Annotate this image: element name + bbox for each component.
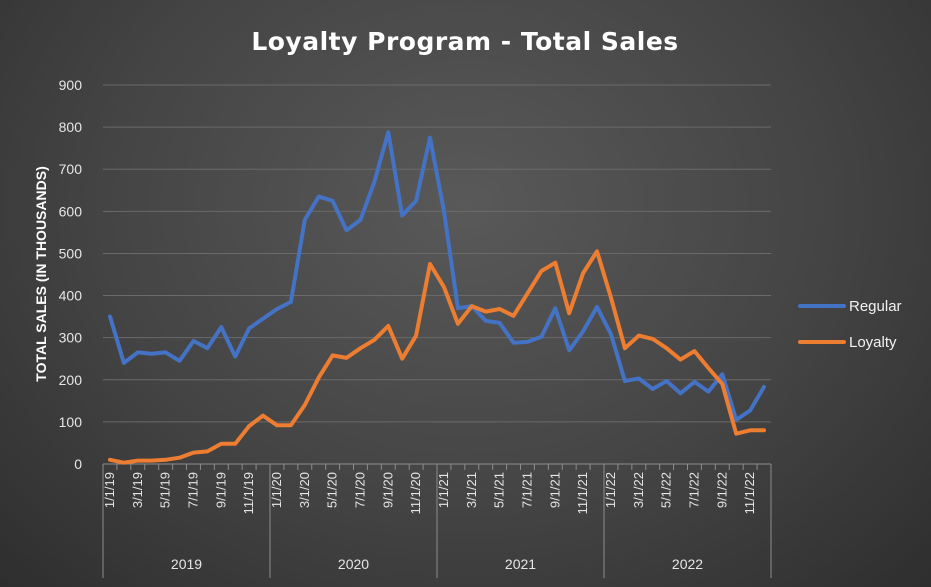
y-tick-label: 900 <box>59 77 83 93</box>
y-tick-label: 700 <box>59 161 83 177</box>
x-tick-label: 11/1/19 <box>241 472 256 514</box>
y-tick-label: 100 <box>59 414 83 430</box>
x-tick-label: 5/1/21 <box>492 472 507 508</box>
x-tick-label: 5/1/22 <box>659 472 674 508</box>
y-tick-label: 500 <box>59 245 83 261</box>
y-tick-label: 600 <box>59 203 83 219</box>
x-tick-label: 11/1/22 <box>742 472 757 514</box>
legend-label-loyalty: Loyalty <box>849 334 897 351</box>
x-tick-label: 9/1/19 <box>213 472 228 508</box>
year-group-label: 2020 <box>338 556 369 572</box>
x-tick-label: 1/1/20 <box>269 472 284 508</box>
x-tick-label: 7/1/22 <box>686 472 701 508</box>
x-tick-label: 9/1/21 <box>547 472 562 508</box>
x-tick-label: 11/1/20 <box>408 472 423 514</box>
chart-title: Loyalty Program - Total Sales <box>251 27 678 56</box>
x-tick-label: 5/1/20 <box>325 472 340 508</box>
year-group-label: 2019 <box>171 556 202 572</box>
x-tick-label: 3/1/19 <box>130 472 145 508</box>
x-tick-label: 1/1/22 <box>603 472 618 508</box>
x-tick-label: 7/1/19 <box>185 472 200 508</box>
y-tick-label: 400 <box>59 288 83 304</box>
y-axis-ticks: 0 100 200 300 400 500 600 700 800 900 <box>59 77 83 472</box>
x-tick-label: 7/1/21 <box>519 472 534 508</box>
x-tick-label: 1/1/19 <box>102 472 117 508</box>
x-tick-label: 3/1/22 <box>631 472 646 508</box>
y-tick-label: 800 <box>59 119 83 135</box>
y-tick-label: 300 <box>59 330 83 346</box>
x-tick-label: 11/1/21 <box>575 472 590 514</box>
series-line-regular <box>108 130 766 422</box>
y-tick-label: 200 <box>59 372 83 388</box>
x-axis: 1/1/19 3/1/19 5/1/19 7/1/19 9/1/19 11/1/19 1/1… <box>102 464 772 578</box>
series-line-loyalty <box>108 249 766 465</box>
series-lines <box>108 130 766 465</box>
x-tick-label: 3/1/21 <box>464 472 479 508</box>
legend-label-regular: Regular <box>849 298 902 315</box>
x-tick-label: 7/1/20 <box>352 472 367 508</box>
x-tick-label: 9/1/20 <box>380 472 395 508</box>
y-axis-label: TOTAL SALES (IN THOUSANDS) <box>33 166 49 381</box>
x-tick-label: 3/1/20 <box>297 472 312 508</box>
x-tick-label: 9/1/22 <box>714 472 729 508</box>
x-tick-label: 1/1/21 <box>436 472 451 508</box>
year-group-label: 2021 <box>505 556 536 572</box>
x-tick-label: 5/1/19 <box>158 472 173 508</box>
y-tick-label: 0 <box>74 456 82 472</box>
year-group-label: 2022 <box>672 556 703 572</box>
legend: Regular Loyalty <box>798 298 902 351</box>
